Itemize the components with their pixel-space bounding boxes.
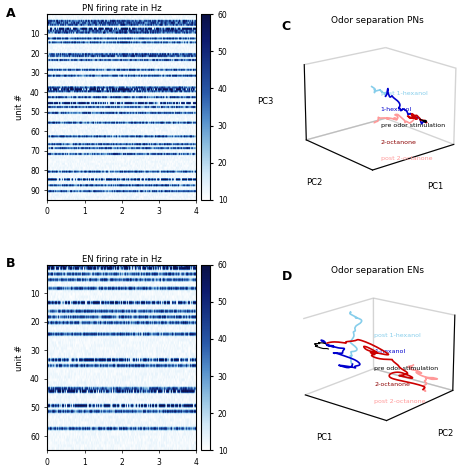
X-axis label: PC1: PC1 [427,182,443,191]
Text: pre odor stimulation: pre odor stimulation [374,366,438,371]
Text: 2-octanone: 2-octanone [374,382,410,387]
Text: post 2-octanone: post 2-octanone [381,156,432,162]
Text: B: B [6,257,15,270]
Text: post 2-octanone: post 2-octanone [374,399,426,404]
Y-axis label: unit #: unit # [16,345,25,371]
Y-axis label: PC2: PC2 [437,428,453,438]
Text: 1-hexanol: 1-hexanol [374,349,405,354]
Text: post 1-hexanol: post 1-hexanol [381,91,428,95]
Text: A: A [6,7,16,20]
Text: C: C [282,19,291,33]
Text: post 1-hexanol: post 1-hexanol [374,333,421,338]
Y-axis label: unit #: unit # [16,94,25,120]
Text: 2-octanone: 2-octanone [381,140,417,145]
Text: D: D [282,270,292,283]
Y-axis label: PC2: PC2 [306,178,322,187]
Title: Odor separation ENs: Odor separation ENs [331,266,424,275]
Title: EN firing rate in Hz: EN firing rate in Hz [82,255,162,264]
X-axis label: PC1: PC1 [316,433,332,442]
Title: Odor separation PNs: Odor separation PNs [331,16,424,25]
Title: PN firing rate in Hz: PN firing rate in Hz [82,4,162,13]
Text: 1-hexanol: 1-hexanol [381,107,412,112]
Text: pre odor stimulation: pre odor stimulation [381,124,445,128]
